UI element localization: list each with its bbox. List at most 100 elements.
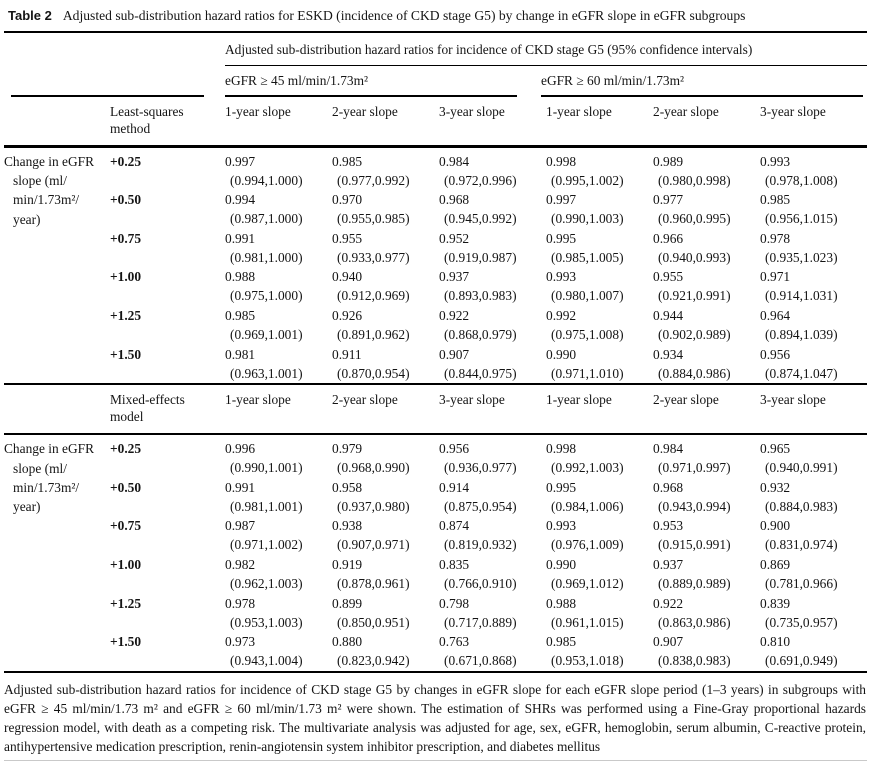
group-header-row: eGFR ≥ 45 ml/min/1.73m² eGFR ≥ 60 ml/min… (225, 66, 871, 89)
hazard-ratio-value: 0.993 (546, 269, 577, 285)
hazard-ratio-cell: 0.810 (0.691,0.949) (760, 632, 871, 671)
hazard-ratio-cell: 0.955 (0.933,0.977) (332, 229, 439, 268)
confidence-interval: (0.955,0.985) (337, 211, 410, 227)
confidence-interval: (0.717,0.889) (444, 614, 517, 630)
hazard-ratio-cell: 0.979 (0.968,0.990) (332, 439, 439, 478)
confidence-interval: (0.943,1.004) (230, 653, 303, 669)
hazard-ratio-cell: 0.926 (0.891,0.962) (332, 306, 439, 345)
hazard-ratio-cell: 0.985 (0.977,0.992) (332, 152, 439, 191)
row-label-line: year) (13, 499, 41, 515)
hazard-ratio-value: 0.970 (332, 192, 363, 208)
confidence-interval: (0.884,0.983) (765, 498, 838, 514)
group-heading-egfr45: eGFR ≥ 45 ml/min/1.73m² (225, 73, 369, 89)
table-body: Least-squares method 1-year slope 2-year s… (4, 97, 871, 671)
hazard-ratio-cell: 0.970 (0.955,0.985) (332, 190, 439, 229)
hazard-ratio-cell: 0.874 (0.819,0.932) (439, 516, 546, 555)
hazard-ratio-value: 0.971 (760, 269, 791, 285)
row-label-spacer (4, 632, 110, 671)
hazard-ratio-cell: 0.953 (0.915,0.991) (653, 516, 760, 555)
table-footnote: Adjusted sub-distribution hazard ratios … (4, 681, 866, 755)
hazard-ratio-value: 0.985 (332, 153, 363, 169)
hazard-ratio-value: 0.952 (439, 230, 470, 246)
group-heading-egfr60: eGFR ≥ 60 ml/min/1.73m² (541, 73, 685, 89)
hazard-ratio-cell: 0.965 (0.940,0.991) (760, 439, 871, 478)
hazard-ratio-value: 0.880 (332, 634, 363, 650)
slope-value: +1.00 (110, 269, 142, 285)
hazard-ratio-value: 0.798 (439, 595, 470, 611)
hazard-ratio-value: 0.869 (760, 557, 791, 573)
hazard-ratio-value: 0.988 (225, 269, 256, 285)
confidence-interval: (0.935,1.023) (765, 249, 838, 265)
table-row: +0.75 0.987 (0.971,1.002) 0.938 (0.907,0.971… (4, 516, 871, 555)
hazard-ratio-value: 0.958 (332, 479, 363, 495)
hazard-ratio-value: 0.992 (546, 307, 577, 323)
slope-value: +0.75 (110, 230, 142, 246)
hazard-ratio-value: 0.955 (653, 269, 684, 285)
confidence-interval: (0.878,0.961) (337, 576, 410, 592)
hazard-ratio-cell: 0.955 (0.921,0.991) (653, 267, 760, 306)
hazard-ratio-cell: 0.991 (0.981,1.000) (225, 229, 332, 268)
slope-value: +0.25 (110, 441, 142, 457)
row-label-line: Change in eGFR (4, 153, 95, 169)
hazard-ratio-value: 0.989 (653, 153, 684, 169)
hazard-ratio-value: 0.991 (225, 230, 256, 246)
row-label-line: min/1.73m²/ (13, 192, 80, 208)
confidence-interval: (0.960,0.995) (658, 211, 731, 227)
hazard-ratio-cell: 0.978 (0.953,1.003) (225, 594, 332, 633)
confidence-interval: (0.875,0.954) (444, 498, 517, 514)
slope-column-header: 3-year slope (760, 391, 826, 407)
confidence-interval: (0.953,1.018) (551, 653, 624, 669)
hazard-ratio-value: 0.919 (332, 557, 363, 573)
confidence-interval: (0.936,0.977) (444, 460, 517, 476)
hazard-ratio-value: 0.839 (760, 595, 791, 611)
hazard-ratio-cell: 0.998 (0.995,1.002) (546, 152, 653, 191)
confidence-interval: (0.766,0.910) (444, 576, 517, 592)
slope-column-header: 3-year slope (439, 103, 505, 119)
hazard-ratio-value: 0.987 (225, 518, 256, 534)
confidence-interval: (0.937,0.980) (337, 498, 410, 514)
hazard-ratio-value: 0.966 (653, 230, 684, 246)
hazard-ratio-value: 0.955 (332, 230, 363, 246)
hazard-ratio-value: 0.973 (225, 634, 256, 650)
confidence-interval: (0.819,0.932) (444, 537, 517, 553)
confidence-interval: (0.868,0.979) (444, 326, 517, 342)
slope-value: +1.00 (110, 557, 142, 573)
spanner-rule (225, 65, 867, 67)
slope-column-header: 1-year slope (546, 103, 612, 119)
hazard-ratio-cell: 0.900 (0.831,0.974) (760, 516, 871, 555)
hazard-ratio-value: 0.998 (546, 153, 577, 169)
confidence-interval: (0.943,0.994) (658, 498, 731, 514)
hazard-ratio-value: 0.997 (546, 192, 577, 208)
hazard-ratio-cell: 0.997 (0.994,1.000) (225, 152, 332, 191)
slope-value: +1.25 (110, 595, 142, 611)
confidence-interval: (0.981,1.000) (230, 249, 303, 265)
row-label-line: Change in eGFR (4, 441, 95, 457)
header-rule (4, 144, 867, 148)
hazard-ratio-cell: 0.991 (0.981,1.001) (225, 478, 332, 517)
row-label-spacer (4, 555, 110, 594)
slope-value: +0.50 (110, 192, 142, 208)
hazard-ratio-value: 0.926 (332, 307, 363, 323)
hazard-ratio-cell: 0.996 (0.990,1.001) (225, 439, 332, 478)
hazard-ratio-cell: 0.958 (0.937,0.980) (332, 478, 439, 517)
hazard-ratio-value: 0.995 (546, 230, 577, 246)
hazard-ratio-cell: 0.956 (0.874,1.047) (760, 345, 871, 384)
table-row: +1.50 0.981 (0.963,1.001) 0.911 (0.870,0.954… (4, 345, 871, 384)
hazard-ratio-value: 0.900 (760, 518, 791, 534)
confidence-interval: (0.969,1.012) (551, 576, 624, 592)
confidence-interval: (0.914,1.031) (765, 288, 838, 304)
confidence-interval: (0.915,0.991) (658, 537, 731, 553)
hazard-ratio-value: 0.944 (653, 307, 684, 323)
table-rule-bottom (4, 670, 867, 673)
hazard-ratio-value: 0.968 (653, 479, 684, 495)
hazard-ratio-cell: 0.984 (0.971,0.997) (653, 439, 760, 478)
hazard-ratio-cell: 0.993 (0.980,1.007) (546, 267, 653, 306)
hazard-ratio-cell: 0.982 (0.962,1.003) (225, 555, 332, 594)
hazard-ratio-value: 0.995 (546, 479, 577, 495)
confidence-interval: (0.894,1.039) (765, 326, 838, 342)
hazard-ratio-cell: 0.964 (0.894,1.039) (760, 306, 871, 345)
row-label: Change in eGFR slope (ml/min/1.73m²/year) (4, 439, 110, 517)
row-label-spacer (4, 345, 110, 384)
table-caption: Table 2 Adjusted sub-distribution hazard… (4, 6, 871, 31)
hazard-ratio-cell: 0.956 (0.936,0.977) (439, 439, 546, 478)
